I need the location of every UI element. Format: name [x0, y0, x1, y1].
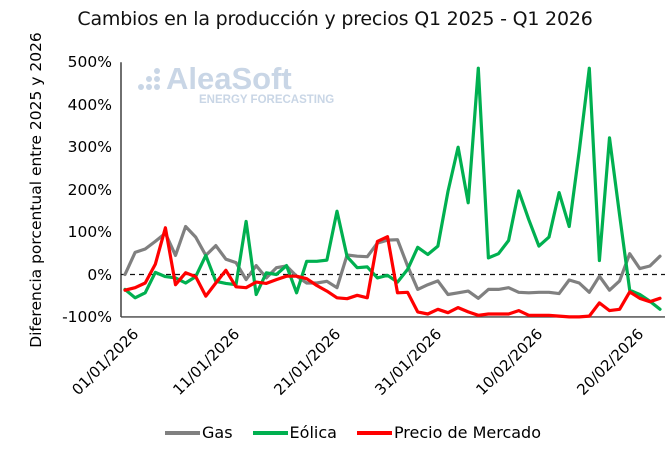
y-tick-label: 200% [67, 180, 112, 199]
y-tick-label: 100% [67, 223, 112, 242]
legend-swatch-precio [356, 430, 392, 435]
legend: Gas Eólica Precio de Mercado [165, 423, 561, 442]
y-tick-label: -100% [62, 307, 112, 326]
aleasoft-watermark-logo: AleaSoft ENERGY FORECASTING [132, 61, 335, 106]
legend-swatch-eolica [252, 430, 288, 435]
legend-swatch-gas [165, 430, 200, 435]
legend-label: Precio de Mercado [393, 423, 541, 442]
y-tick-label: 400% [67, 95, 112, 114]
series-lines [123, 66, 662, 319]
legend-item-eolica[interactable]: Eólica [252, 423, 337, 442]
watermark-brand: AleaSoft [166, 61, 292, 96]
y-tick-label: 0% [87, 265, 112, 284]
series-line-1 [123, 66, 662, 311]
chart-title: Cambios en la producción y precios Q1 20… [77, 8, 593, 30]
series-line-0 [123, 224, 662, 300]
series-line-2 [123, 226, 662, 319]
y-axis-label: Diferencia porcentual entre 2025 y 2026 [27, 32, 45, 348]
legend-label: Eólica [289, 423, 337, 442]
aleasoft-dots-icon [132, 68, 162, 94]
y-tick-label: 500% [67, 53, 112, 72]
legend-item-precio[interactable]: Precio de Mercado [356, 423, 541, 442]
legend-item-gas[interactable]: Gas [165, 423, 233, 442]
watermark-tagline: ENERGY FORECASTING [199, 94, 335, 106]
legend-label: Gas [202, 423, 233, 442]
y-tick-label: 300% [67, 138, 112, 157]
